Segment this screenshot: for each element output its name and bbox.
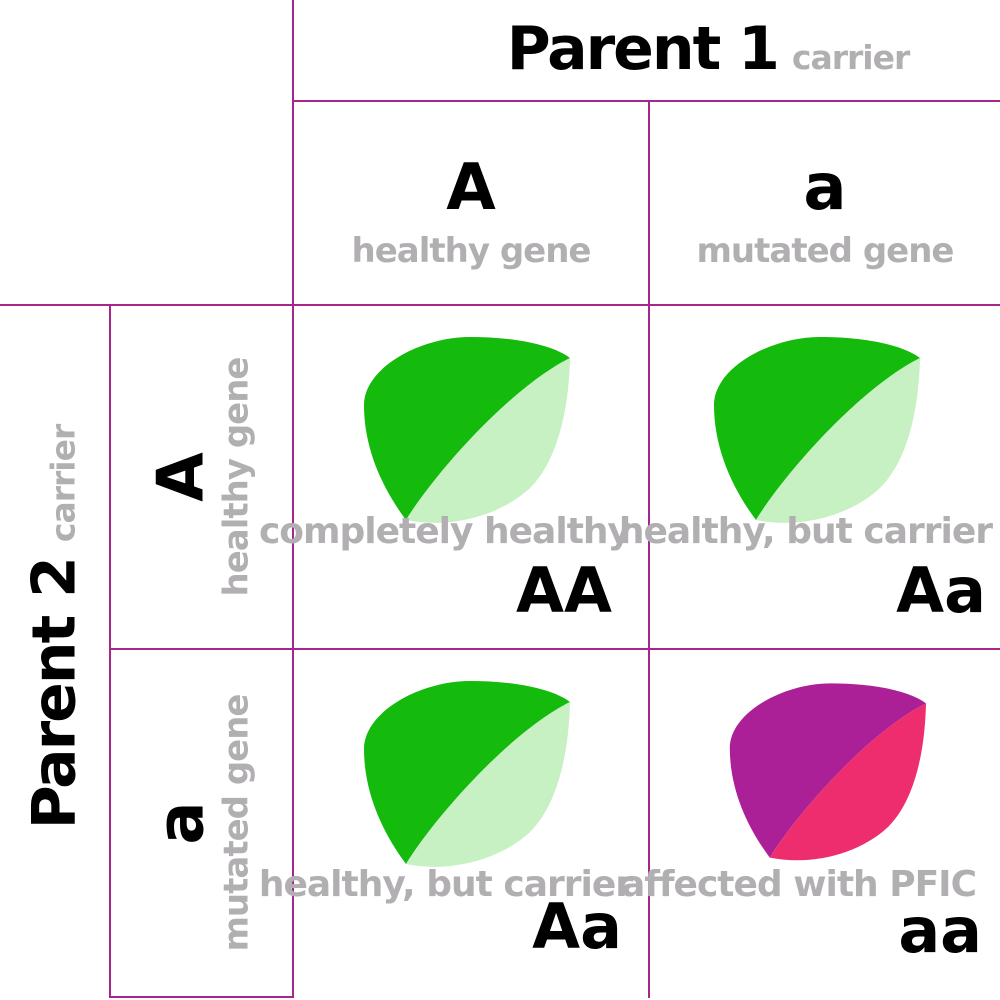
leaf-left-half (729, 683, 926, 858)
grid-line-under-parent1 (292, 100, 1000, 102)
column-header-mutated-allele: a mutated gene (650, 102, 1000, 304)
grid-line-between-columns (648, 100, 650, 998)
row1-gene-label: healthy gene (216, 357, 257, 597)
column-header-healthy-allele: A healthy gene (294, 102, 648, 304)
genotype-label: Aa (532, 890, 622, 963)
leaf-right-half (769, 703, 926, 861)
row2-allele: a (144, 801, 219, 845)
outcome-label: completely healthy (258, 511, 631, 552)
row-header-mutated-allele: a mutated gene (111, 650, 292, 996)
parent2-title: Parent 2 (19, 558, 90, 830)
parent1-header: Parent 1 carrier (294, 0, 1000, 100)
column2-gene-label: mutated gene (696, 231, 955, 271)
leaf-icon-healthy (364, 337, 570, 523)
leaf-icon-affected (729, 683, 926, 861)
parent2-status: carrier (43, 424, 83, 543)
column2-allele: a (803, 151, 847, 225)
row1-allele: A (144, 452, 219, 502)
grid-line-left-of-row-headers (109, 304, 111, 998)
leaf-left-half (364, 681, 570, 864)
outcome-label: healthy, but carrier (618, 511, 993, 552)
outcome-label: healthy, but carrier (258, 864, 633, 905)
cell-AA: completely healthy AA (259, 306, 648, 648)
leaf-right-half (756, 358, 920, 523)
parent1-status: carrier (791, 38, 910, 77)
genotype-label: AA (516, 554, 612, 627)
genotype-label: aa (898, 894, 982, 967)
grid-line-vertical-main (292, 0, 294, 998)
genotype-label: Aa (896, 554, 986, 627)
leaf-right-half (406, 358, 570, 523)
parent2-header: Parent 2 carrier (0, 306, 109, 998)
column1-gene-label: healthy gene (351, 231, 592, 271)
leaf-left-half (714, 337, 920, 520)
row-header-healthy-allele: A healthy gene (111, 306, 292, 648)
column1-allele: A (446, 151, 496, 225)
cell-Aa-bottom: healthy, but carrier Aa (259, 650, 648, 996)
cell-aa-affected: affected with PFIC aa (621, 650, 1000, 996)
grid-line-under-column-headers (0, 304, 1000, 306)
grid-line-bottom (109, 996, 294, 998)
leaf-right-half (406, 702, 570, 867)
row2-gene-label: mutated gene (216, 694, 257, 952)
outcome-label: affected with PFIC (620, 864, 977, 905)
cell-Aa-top: healthy, but carrier Aa (619, 306, 1000, 648)
parent1-title: Parent 1 (506, 14, 780, 84)
leaf-icon-healthy (714, 337, 920, 523)
leaf-icon-healthy (364, 681, 570, 867)
leaf-left-half (364, 337, 570, 520)
grid-line-between-rows (109, 648, 1000, 650)
